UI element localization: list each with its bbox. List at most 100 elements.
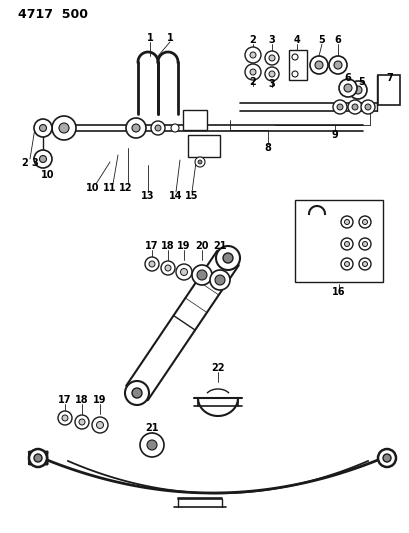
Circle shape — [361, 100, 375, 114]
Circle shape — [344, 262, 350, 266]
Circle shape — [62, 415, 68, 421]
Circle shape — [197, 270, 207, 280]
Circle shape — [315, 61, 323, 69]
Circle shape — [97, 422, 103, 429]
Text: 7: 7 — [387, 73, 393, 83]
Circle shape — [126, 118, 146, 138]
Circle shape — [125, 381, 149, 405]
Text: 2: 2 — [249, 35, 256, 45]
Text: 10: 10 — [86, 183, 100, 193]
Text: 19: 19 — [93, 395, 107, 405]
Text: 9: 9 — [332, 130, 338, 140]
Text: 3: 3 — [31, 158, 38, 168]
Circle shape — [149, 261, 155, 267]
Text: 6: 6 — [345, 73, 351, 83]
Text: 5: 5 — [319, 35, 326, 45]
Circle shape — [341, 216, 353, 228]
Circle shape — [192, 265, 212, 285]
Text: 20: 20 — [195, 241, 209, 251]
Text: 2: 2 — [249, 77, 256, 87]
Text: 2: 2 — [22, 158, 28, 168]
Circle shape — [344, 84, 352, 92]
Text: 17: 17 — [145, 241, 159, 251]
Circle shape — [269, 71, 275, 77]
Circle shape — [195, 157, 205, 167]
Text: 5: 5 — [359, 77, 365, 87]
Text: 15: 15 — [185, 191, 199, 201]
Circle shape — [337, 104, 343, 110]
Circle shape — [176, 264, 192, 280]
Circle shape — [34, 150, 52, 168]
Circle shape — [362, 220, 368, 224]
Circle shape — [34, 454, 42, 462]
Text: 17: 17 — [58, 395, 72, 405]
Circle shape — [223, 253, 233, 263]
Circle shape — [250, 52, 256, 58]
Bar — [295, 200, 383, 282]
Circle shape — [34, 119, 52, 137]
Circle shape — [365, 104, 371, 110]
Bar — [183, 110, 207, 130]
Circle shape — [29, 449, 47, 467]
Circle shape — [92, 417, 108, 433]
Circle shape — [359, 258, 371, 270]
Circle shape — [75, 415, 89, 429]
Circle shape — [171, 124, 179, 132]
Text: 3: 3 — [269, 35, 275, 45]
Bar — [289, 50, 307, 80]
Text: 6: 6 — [335, 35, 342, 45]
Circle shape — [344, 241, 350, 246]
Circle shape — [132, 388, 142, 398]
Text: 19: 19 — [177, 241, 191, 251]
Text: 18: 18 — [75, 395, 89, 405]
Circle shape — [341, 258, 353, 270]
Circle shape — [334, 61, 342, 69]
Circle shape — [362, 241, 368, 246]
Circle shape — [40, 125, 47, 132]
Circle shape — [292, 71, 298, 77]
Circle shape — [215, 275, 225, 285]
Circle shape — [354, 86, 362, 94]
Circle shape — [245, 64, 261, 80]
Circle shape — [145, 257, 159, 271]
Circle shape — [341, 238, 353, 250]
Circle shape — [151, 121, 165, 135]
Text: 3: 3 — [269, 79, 275, 89]
Circle shape — [198, 160, 202, 164]
Text: 22: 22 — [211, 363, 225, 373]
Circle shape — [155, 125, 161, 131]
Circle shape — [362, 262, 368, 266]
Text: 21: 21 — [213, 241, 227, 251]
Circle shape — [250, 69, 256, 75]
Bar — [188, 135, 220, 157]
Text: 21: 21 — [145, 423, 159, 433]
Text: 12: 12 — [119, 183, 133, 193]
Circle shape — [180, 269, 187, 276]
Circle shape — [310, 56, 328, 74]
Circle shape — [40, 156, 47, 163]
Circle shape — [216, 246, 240, 270]
Circle shape — [359, 238, 371, 250]
Circle shape — [383, 454, 391, 462]
Text: 13: 13 — [141, 191, 155, 201]
Circle shape — [58, 411, 72, 425]
Circle shape — [147, 440, 157, 450]
Circle shape — [132, 124, 140, 132]
Circle shape — [378, 449, 396, 467]
Circle shape — [359, 216, 371, 228]
Text: 18: 18 — [161, 241, 175, 251]
Circle shape — [265, 51, 279, 65]
Circle shape — [245, 47, 261, 63]
Text: 14: 14 — [169, 191, 183, 201]
Text: 1: 1 — [146, 33, 153, 43]
Circle shape — [352, 104, 358, 110]
Text: 16: 16 — [332, 287, 346, 297]
Circle shape — [210, 270, 230, 290]
Circle shape — [161, 261, 175, 275]
Circle shape — [349, 81, 367, 99]
Bar — [378, 75, 400, 105]
Circle shape — [79, 419, 85, 425]
Circle shape — [292, 54, 298, 60]
Circle shape — [265, 67, 279, 81]
Circle shape — [140, 433, 164, 457]
